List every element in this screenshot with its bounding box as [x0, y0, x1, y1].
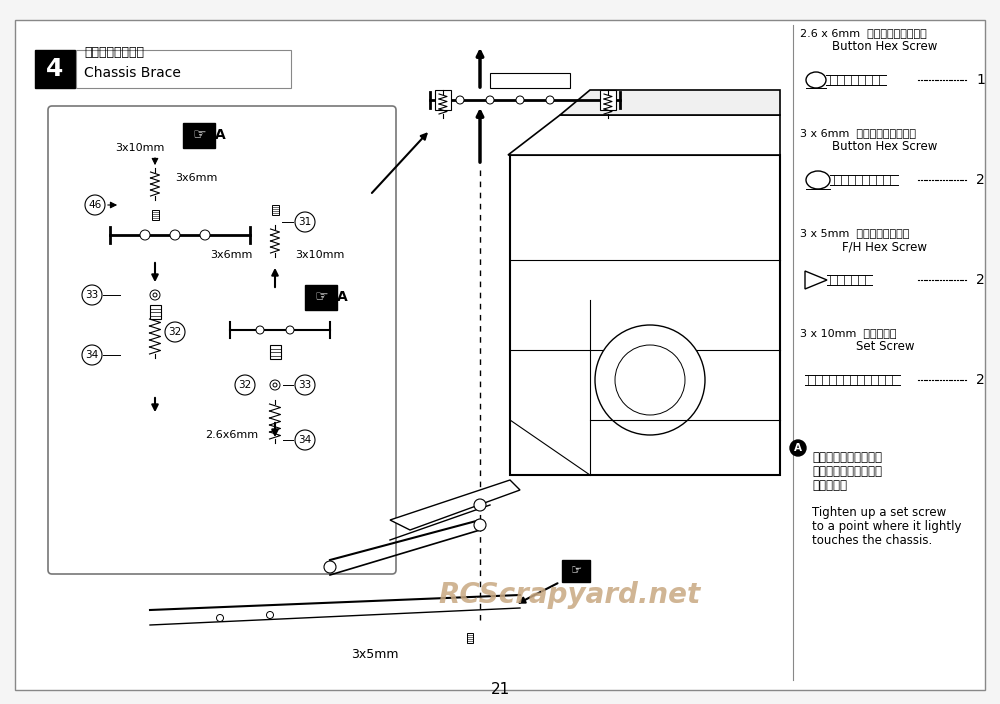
Bar [467, 633, 473, 643]
Circle shape [486, 96, 494, 104]
Text: Button Hex Screw: Button Hex Screw [832, 140, 938, 153]
Text: ☞: ☞ [192, 127, 206, 142]
Text: 34: 34 [85, 350, 99, 360]
Text: 46: 46 [88, 200, 102, 210]
Circle shape [324, 561, 336, 573]
Ellipse shape [806, 171, 830, 189]
Text: 2: 2 [976, 273, 985, 287]
Circle shape [273, 383, 277, 387]
Polygon shape [805, 271, 827, 289]
Text: 3x6mm: 3x6mm [175, 173, 217, 183]
Bar [183, 123, 215, 148]
Polygon shape [508, 115, 780, 155]
Circle shape [516, 96, 524, 104]
Circle shape [270, 380, 280, 390]
Text: 3x5mm: 3x5mm [351, 648, 399, 662]
Circle shape [82, 285, 102, 305]
FancyBboxPatch shape [48, 106, 396, 574]
Text: 3 x 5mm  サラヘックスビス: 3 x 5mm サラヘックスビス [800, 228, 909, 238]
Circle shape [216, 615, 224, 622]
Text: シャシーに軽く触れる: シャシーに軽く触れる [812, 451, 882, 464]
Circle shape [153, 293, 157, 297]
Circle shape [474, 499, 486, 511]
Text: RCScrapyard.net: RCScrapyard.net [439, 581, 701, 609]
Text: touches the chassis.: touches the chassis. [812, 534, 932, 547]
Text: 程度までセットビスを: 程度までセットビスを [812, 465, 882, 478]
Text: 32: 32 [168, 327, 182, 337]
Text: 4: 4 [46, 57, 64, 81]
Text: 34: 34 [298, 435, 312, 445]
Bar [600, 90, 616, 110]
Circle shape [165, 322, 185, 342]
Text: Tighten up a set screw: Tighten up a set screw [812, 506, 946, 519]
Bar [150, 305, 160, 319]
Polygon shape [390, 480, 520, 530]
Text: A: A [215, 128, 225, 142]
Text: F/H Hex Screw: F/H Hex Screw [842, 240, 928, 253]
Text: 2.6 x 6mm  ボタンヘックスビス: 2.6 x 6mm ボタンヘックスビス [800, 28, 927, 38]
Text: 3 x 10mm  セットビス: 3 x 10mm セットビス [800, 328, 896, 338]
Circle shape [790, 440, 806, 456]
Bar [435, 90, 451, 110]
Circle shape [295, 375, 315, 395]
Circle shape [140, 230, 150, 240]
Circle shape [266, 612, 274, 619]
Circle shape [456, 96, 464, 104]
Text: 33: 33 [85, 290, 99, 300]
Polygon shape [510, 155, 780, 475]
Circle shape [474, 519, 486, 531]
Circle shape [295, 212, 315, 232]
Circle shape [235, 375, 255, 395]
Bar [152, 210, 158, 220]
Ellipse shape [806, 72, 826, 88]
Text: 3x10mm: 3x10mm [295, 250, 344, 260]
Circle shape [170, 230, 180, 240]
Bar [490, 73, 570, 88]
Text: 1: 1 [976, 73, 985, 87]
Circle shape [82, 345, 102, 365]
Circle shape [85, 195, 105, 215]
Text: Set Screw: Set Screw [856, 340, 914, 353]
Circle shape [546, 96, 554, 104]
Bar [562, 560, 590, 582]
Text: A: A [794, 443, 802, 453]
Text: シャシーブレース: シャシーブレース [84, 46, 144, 58]
Bar [76, 50, 291, 88]
Text: 33: 33 [298, 380, 312, 390]
Bar [35, 50, 75, 88]
Text: Button Hex Screw: Button Hex Screw [832, 40, 938, 53]
Text: 2: 2 [976, 173, 985, 187]
Circle shape [256, 326, 264, 334]
Circle shape [595, 325, 705, 435]
Text: to a point where it lightly: to a point where it lightly [812, 520, 962, 533]
Text: Chassis Brace: Chassis Brace [84, 66, 181, 80]
Text: 3x10mm: 3x10mm [115, 143, 164, 153]
Text: ☞: ☞ [570, 565, 582, 577]
Text: 3 x 6mm  ボタンヘックスビス: 3 x 6mm ボタンヘックスビス [800, 128, 916, 138]
Circle shape [150, 290, 160, 300]
Circle shape [286, 326, 294, 334]
Circle shape [615, 345, 685, 415]
Text: 2: 2 [976, 373, 985, 387]
Text: 締め込む。: 締め込む。 [812, 479, 847, 492]
Text: 21: 21 [490, 682, 510, 698]
Text: A: A [337, 290, 347, 304]
Text: 31: 31 [298, 217, 312, 227]
Text: 3x6mm: 3x6mm [210, 250, 252, 260]
Circle shape [200, 230, 210, 240]
Polygon shape [560, 90, 780, 115]
Bar [305, 285, 337, 310]
Circle shape [295, 430, 315, 450]
Bar [270, 345, 280, 359]
Bar [272, 205, 278, 215]
Text: 32: 32 [238, 380, 252, 390]
Text: 2.6x6mm: 2.6x6mm [205, 430, 258, 440]
Text: ☞: ☞ [314, 289, 328, 305]
